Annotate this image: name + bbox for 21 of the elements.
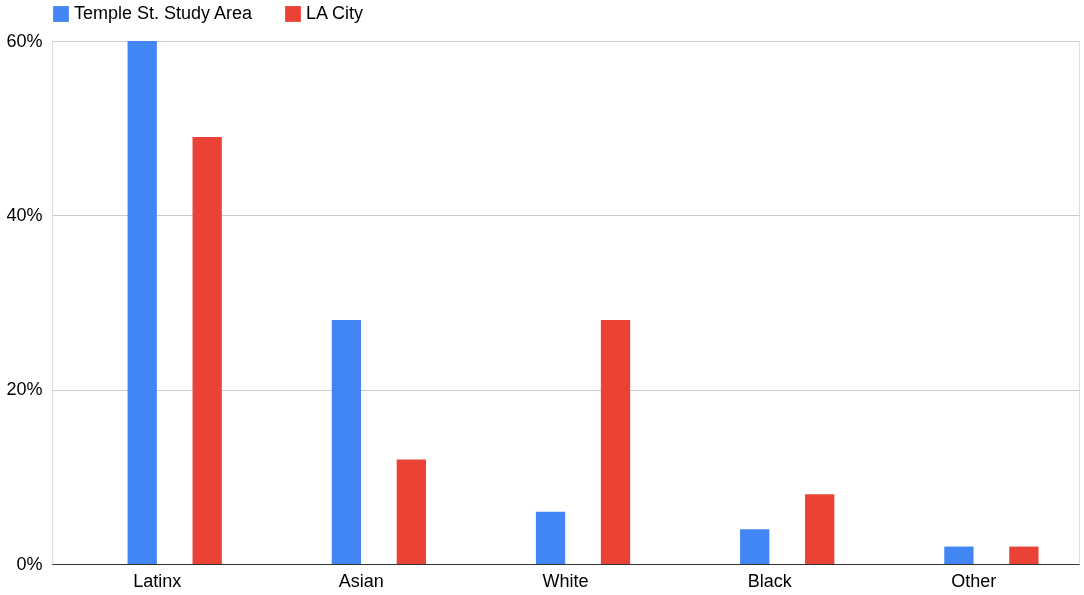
bar (535, 511, 566, 564)
bar (1009, 546, 1039, 564)
x-tick-label: White (542, 570, 589, 591)
y-tick-label: 20% (6, 379, 43, 400)
bar (600, 319, 631, 564)
x-tick-label: Asian (338, 570, 384, 591)
bar (331, 319, 362, 564)
y-tick-label: 60% (6, 30, 43, 51)
x-tick-label: Black (747, 570, 793, 591)
bar (192, 136, 222, 564)
bar (396, 459, 426, 564)
x-tick-label: Latinx (133, 570, 182, 591)
legend-label: LA City (306, 3, 364, 23)
y-tick-label: 40% (6, 204, 43, 225)
bar (805, 494, 835, 564)
bar (944, 546, 974, 564)
x-tick-label: Other (951, 570, 997, 591)
legend-label: Temple St. Study Area (74, 3, 254, 23)
y-tick-label: 0% (16, 553, 43, 574)
bar (740, 529, 770, 564)
bar (127, 41, 157, 564)
